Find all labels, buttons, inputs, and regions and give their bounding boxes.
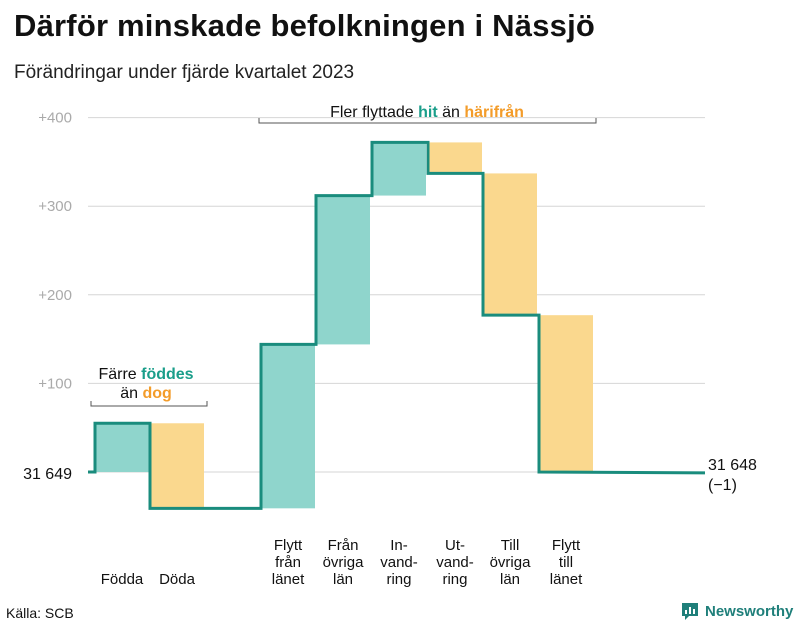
running-total-line (88, 140, 706, 510)
annotation-births-bracket (90, 401, 208, 407)
y-tick-label: +100 (38, 375, 72, 392)
bar-till-övriga-län (483, 173, 537, 316)
chart-subtitle: Förändringar under fjärde kvartalet 2023 (14, 62, 355, 83)
category-label: In-vand-ring (380, 537, 418, 588)
category-label: Flytt till länet (550, 537, 583, 588)
category-label: Ut-vand-ring (436, 537, 474, 588)
y-tick-label: +200 (38, 287, 72, 304)
end-value-label: 31 648 (708, 457, 757, 474)
end-change-label: (−1) (708, 477, 737, 494)
bar-utvandring (428, 142, 482, 174)
bar-från-övriga-län (316, 195, 370, 345)
bar-invandring (372, 142, 426, 196)
bar-flytt-från-länet (261, 344, 315, 509)
y-tick-label: +300 (38, 198, 72, 215)
annotation-moves-bracket (258, 118, 597, 124)
bar-döda (150, 423, 204, 509)
annotation-births-line1: Färre föddes (98, 366, 193, 383)
source-note: Källa: SCB (6, 605, 74, 621)
y-tick-label: +400 (38, 110, 72, 127)
category-label: Döda (159, 571, 196, 588)
category-label: Till övriga län (490, 537, 532, 588)
start-value-label: 31 649 (23, 466, 72, 483)
annotation-births-line2: än dog (120, 385, 172, 402)
brand-name: Newsworthy (705, 602, 794, 620)
bar-flytt-till-länet (539, 315, 593, 472)
category-label: Födda (101, 571, 144, 588)
category-label: Från övriga län (323, 537, 365, 588)
annotation-moves: Fler flyttade hit än härifrån (330, 103, 524, 121)
chart-title: Därför minskade befolkningen i Nässjö (14, 8, 596, 43)
newsworthy-logo-icon (682, 603, 698, 620)
bar-födda (95, 423, 149, 472)
category-label: Flytt från länet (272, 537, 305, 588)
brand-logo: Newsworthy (680, 601, 793, 621)
